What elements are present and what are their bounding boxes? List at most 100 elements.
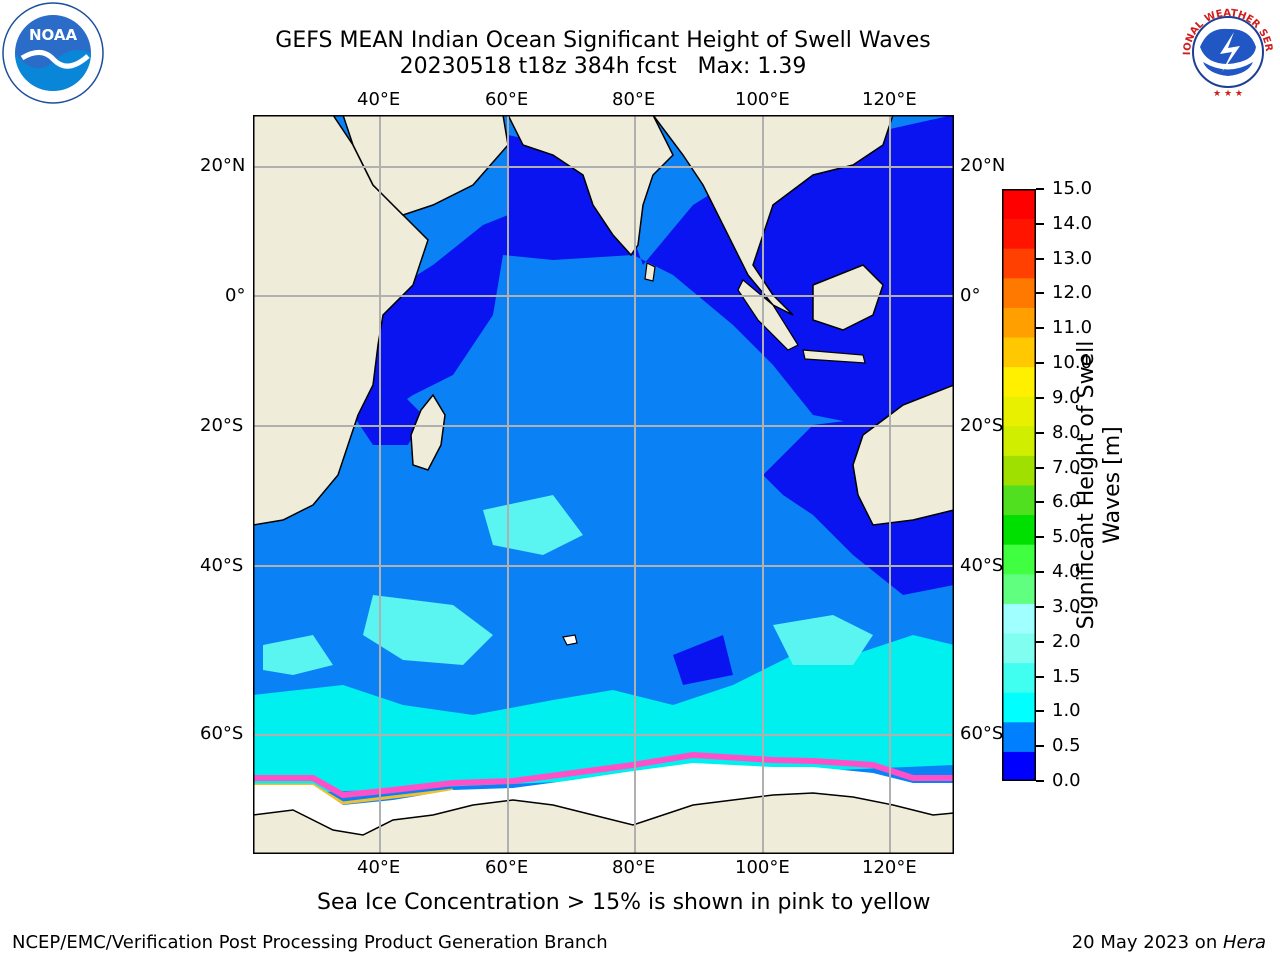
colorbar-tick-mark [1036, 362, 1044, 365]
chart-subtitle: 20230518 t18z 384h fcst Max: 1.39 [399, 54, 807, 79]
sea-ice-edge [253, 751, 954, 799]
colorbar-segment [1002, 544, 1036, 575]
colorbar-tick-label: 7.0 [1052, 456, 1081, 478]
colorbar-segment [1002, 485, 1036, 516]
noaa-logo-text: NOAA [29, 26, 78, 44]
colorbar-tick-mark [1036, 536, 1044, 539]
lat-tick-left-0: 0° [225, 285, 246, 306]
colorbar-tick-label: 10.0 [1052, 352, 1093, 374]
colorbar-tick-label: 1.5 [1052, 665, 1081, 687]
colorbar-tick-mark [1036, 710, 1044, 713]
madagascar [410, 393, 446, 471]
colorbar-tick-mark [1036, 292, 1044, 295]
map-frame [253, 115, 954, 854]
colorbar-tick-label: 14.0 [1052, 212, 1093, 234]
colorbar-tick-mark [1036, 571, 1044, 574]
colorbar-tick-label: 9.0 [1052, 386, 1081, 408]
national-weather-service-logo: NATIONAL WEATHER SERVICE ★ ★ ★ [1174, 0, 1278, 102]
low-swell-mozambique [353, 385, 423, 445]
sumatra [737, 279, 799, 351]
footer-date-text: 20 May 2023 on [1071, 932, 1223, 953]
footer-host: Hera [1222, 932, 1266, 953]
colorbar-segment [1002, 603, 1036, 634]
lon-tick-bottom-40e: 40°E [357, 857, 401, 878]
colorbar-tick-label: 0.0 [1052, 770, 1081, 791]
colorbar-segment [1002, 721, 1036, 752]
colorbar-tick-label: 2.0 [1052, 630, 1081, 652]
colorbar-tick-label: 8.0 [1052, 421, 1081, 443]
lat-tick-right-20s: 20°S [960, 415, 1004, 436]
colorbar-tick-label: 3.0 [1052, 595, 1081, 617]
colorbar-segment [1002, 662, 1036, 693]
colorbar-tick-mark [1036, 327, 1044, 330]
colorbar-tick-label: 1.0 [1052, 700, 1081, 722]
colorbar-tick-mark [1036, 466, 1044, 469]
colorbar-segment [1002, 337, 1036, 368]
colorbar-segment [1002, 425, 1036, 456]
lon-tick-top-60e: 60°E [485, 89, 529, 110]
colorbar-tick-mark [1036, 396, 1044, 399]
colorbar-tick-label: 15.0 [1052, 178, 1093, 199]
lon-tick-bottom-100e: 100°E [735, 857, 790, 878]
colorbar-tick-mark [1036, 257, 1044, 260]
colorbar-segment [1002, 573, 1036, 604]
colorbar-frame [1002, 189, 1036, 781]
swell-1.5-2-patch-d [263, 635, 333, 675]
java [802, 349, 866, 364]
lat-tick-left-40s: 40°S [200, 555, 244, 576]
colorbar-tick-mark [1036, 501, 1044, 504]
colorbar-tick-mark [1036, 188, 1044, 190]
lon-tick-top-120e: 120°E [862, 89, 917, 110]
colorbar-tick-mark [1036, 605, 1044, 608]
low-swell-patch [673, 635, 733, 685]
arabian-peninsula [342, 115, 509, 216]
footer-date: 20 May 2023 on Hera [1072, 932, 1266, 954]
colorbar-tick-mark [1036, 780, 1044, 782]
colorbar-segment [1002, 189, 1036, 220]
colorbar-tick-label: 12.0 [1052, 282, 1093, 304]
colorbar-segment [1002, 277, 1036, 308]
lat-tick-right-0: 0° [960, 285, 981, 306]
lat-tick-right-40s: 40°S [960, 555, 1004, 576]
colorbar-tick-mark [1036, 745, 1044, 748]
lat-tick-left-20s: 20°S [200, 415, 244, 436]
colorbar-segment [1002, 396, 1036, 427]
colorbar-tick-mark [1036, 640, 1044, 643]
graticule [253, 115, 954, 854]
lon-tick-top-100e: 100°E [735, 89, 790, 110]
colorbar-segment [1002, 514, 1036, 545]
swell-1-1.5-south [253, 635, 954, 795]
lon-tick-top-40e: 40°E [357, 89, 401, 110]
colorbar-segment [1002, 633, 1036, 664]
colorbar-tick-label: 4.0 [1052, 561, 1081, 583]
colorbar-tick-label: 11.0 [1052, 317, 1093, 339]
colorbar-tick-label: 13.0 [1052, 247, 1093, 269]
lat-tick-left-60s: 60°S [200, 723, 244, 744]
colorbar-tick-label: 0.5 [1052, 735, 1081, 757]
australia [852, 384, 954, 526]
colorbar-tick-label: 6.0 [1052, 491, 1081, 513]
colorbar-tick-label: 5.0 [1052, 526, 1081, 548]
colorbar-segment [1002, 218, 1036, 249]
india [507, 115, 674, 257]
footer-branch: NCEP/EMC/Verification Post Processing Pr… [12, 932, 608, 953]
lon-tick-bottom-60e: 60°E [485, 857, 529, 878]
colorbar-tick-mark [1036, 431, 1044, 434]
map-panel [253, 115, 954, 854]
colorbar-segment [1002, 307, 1036, 338]
swell-1.5-2-patch-a [363, 595, 493, 665]
swell-1.5-2-patch-b [773, 615, 873, 665]
lon-tick-bottom-120e: 120°E [862, 857, 917, 878]
colorbar [1002, 189, 1036, 781]
lon-tick-bottom-80e: 80°E [612, 857, 656, 878]
colorbar-label-line2: Waves [m] [1100, 426, 1125, 544]
chart-title: GEFS MEAN Indian Ocean Significant Heigh… [275, 28, 931, 53]
sea-ice-note: Sea Ice Concentration > 15% is shown in … [317, 890, 931, 915]
colorbar-label-line1: Significant Height of Swell [1074, 340, 1099, 630]
colorbar-tick-mark [1036, 222, 1044, 225]
sri-lanka [644, 262, 656, 282]
colorbar-segment [1002, 366, 1036, 397]
colorbar-tick-mark [1036, 675, 1044, 678]
kerguelen-island [562, 634, 578, 646]
lat-tick-left-20n: 20°N [200, 155, 246, 176]
